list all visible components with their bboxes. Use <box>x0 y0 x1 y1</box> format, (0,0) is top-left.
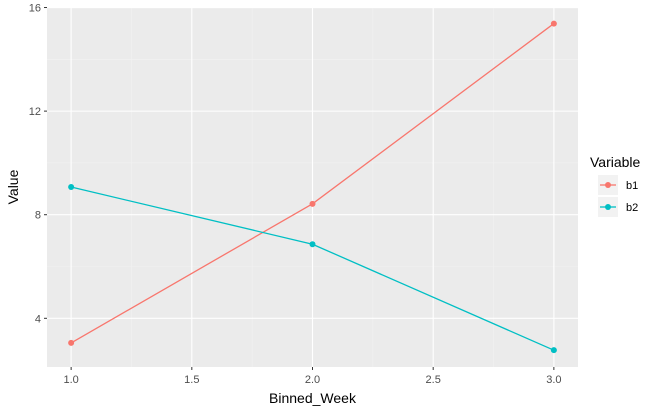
x-tick-label: 3.0 <box>546 374 561 386</box>
legend-item-b1: b1 <box>598 175 638 195</box>
data-point-b2 <box>309 241 316 248</box>
x-tick-label: 2.0 <box>305 374 320 386</box>
legend-label: b1 <box>626 180 638 192</box>
data-point-b1 <box>68 339 75 346</box>
data-point-b2 <box>68 184 75 190</box>
x-axis-title: Binned_Week <box>269 390 357 406</box>
y-axis-title: Value <box>5 169 21 204</box>
x-tick-label: 1.5 <box>184 374 199 386</box>
legend-item-b2: b2 <box>598 197 638 217</box>
legend-label: b2 <box>626 202 638 214</box>
series-layer <box>68 20 557 354</box>
y-tick-label: 16 <box>29 3 41 15</box>
axes: 1.0 1.5 2.0 2.5 3.0 4 8 12 16 <box>29 3 562 386</box>
data-point-b2 <box>550 347 557 354</box>
x-tick-label: 2.5 <box>426 374 441 386</box>
data-point-b1 <box>309 200 316 207</box>
legend-key-point <box>605 182 611 188</box>
legend-key-point <box>605 204 611 210</box>
legend-title: Variable <box>590 154 641 170</box>
data-point-b1 <box>550 20 557 27</box>
y-tick-label: 8 <box>35 210 41 222</box>
grid-lines <box>47 6 578 367</box>
legend-items: b1 b2 <box>598 175 638 217</box>
legend: Variable b1 b2 <box>590 154 641 217</box>
y-tick-label: 4 <box>35 313 41 325</box>
y-tick-label: 12 <box>29 106 41 118</box>
x-tick-label: 1.0 <box>63 374 78 386</box>
